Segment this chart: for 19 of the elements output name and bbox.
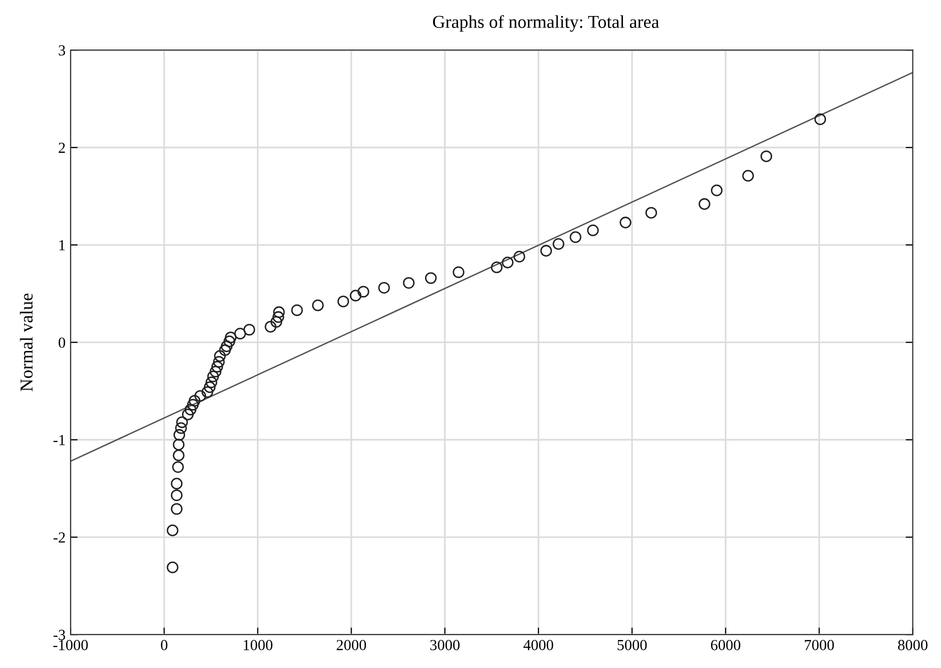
y-tick-label: 0 — [58, 337, 66, 348]
x-tick-label: 8000 — [898, 640, 928, 650]
y-tick-label: -3 — [54, 630, 66, 640]
chart-title: Graphs of normality: Total area — [433, 15, 660, 32]
y-tick-label: 3 — [58, 45, 66, 56]
x-tick-label: 4000 — [523, 640, 554, 650]
x-tick-label: 7000 — [804, 640, 834, 650]
x-tick-label: 6000 — [710, 640, 740, 650]
x-tick-label: 2000 — [336, 640, 366, 650]
y-tick-label: -1 — [54, 434, 65, 446]
x-tick-label: -1000 — [53, 640, 88, 650]
y-tick-label: 1 — [59, 240, 65, 250]
x-tick-label: 5000 — [618, 640, 647, 650]
y-axis-title: Normal value — [20, 294, 33, 392]
x-tick-label: 3000 — [430, 640, 460, 650]
y-tick-label: 2 — [58, 142, 65, 153]
x-tick-label: 0 — [160, 640, 168, 650]
y-tick-label: -2 — [54, 532, 65, 542]
x-tick-label: 1000 — [244, 640, 272, 650]
